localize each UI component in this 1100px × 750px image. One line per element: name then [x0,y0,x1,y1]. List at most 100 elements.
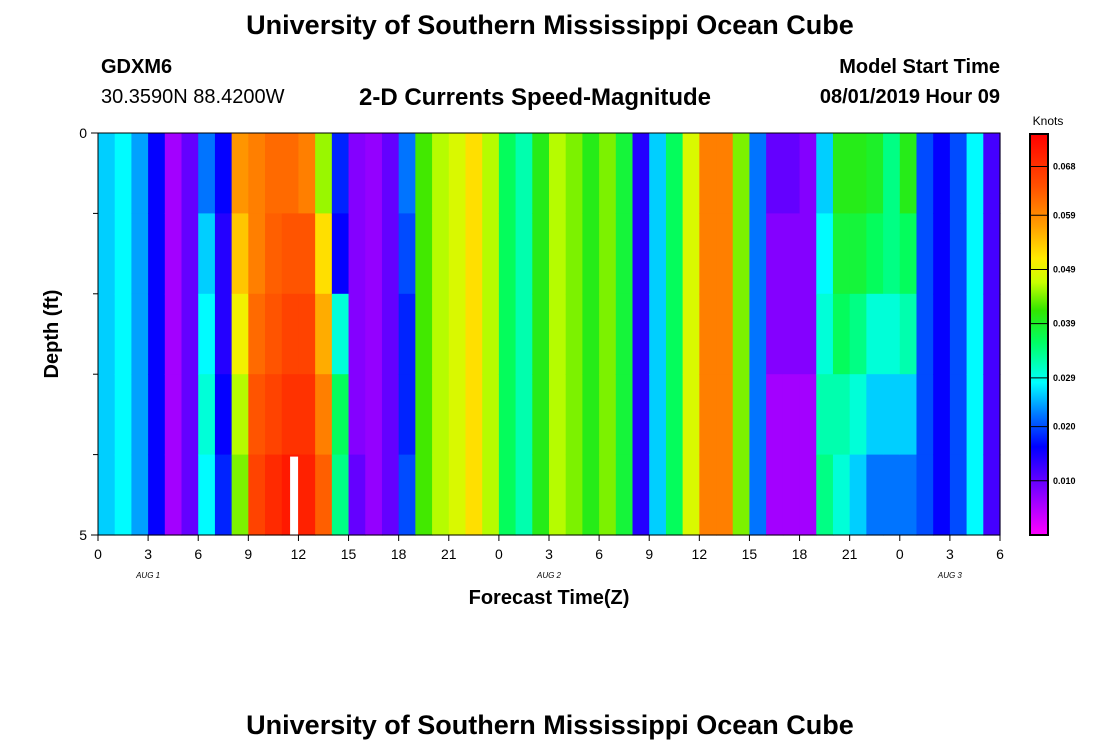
x-tick-label: 3 [545,546,553,562]
heatmap-cell [415,374,433,456]
heatmap-cell [716,293,734,375]
heatmap-cell [398,293,416,375]
y-axis-ticks: 05 [79,125,98,543]
heatmap-cell [949,133,968,214]
heatmap-cell [732,374,751,456]
heatmap-cell [649,133,667,214]
heatmap-cell [532,133,550,214]
heatmap-cell [281,374,300,456]
heatmap-cell [231,374,249,456]
heatmap-cell [515,293,533,375]
heatmap-cell [465,293,483,375]
heatmap-cell [298,454,316,536]
colorbar-tick-label: 0.020 [1053,422,1076,432]
heatmap-cell [866,293,884,375]
heatmap-cell [916,213,934,295]
heatmap-cell [582,293,600,375]
heatmap-cell [98,213,116,295]
heatmap-cell [281,293,300,375]
x-tick-label: 3 [946,546,954,562]
heatmap-cell [899,293,918,375]
heatmap-cell [198,133,216,214]
heatmap-cell [615,454,634,536]
heatmap-cell [198,454,216,536]
heatmap-cell [365,213,383,295]
heatmap-cell [498,133,517,214]
heatmap-cell [782,374,801,456]
heatmap-cell [649,293,667,375]
heatmap-cell [749,374,767,456]
heatmap-cell [164,133,183,214]
heatmap-cell [448,213,467,295]
heatmap-cell [649,454,667,536]
heatmap-cell [214,374,233,456]
x-tick-label: 3 [144,546,152,562]
heatmap-cell [899,374,918,456]
x-tick-label: 15 [742,546,758,562]
heatmap-cell [482,133,500,214]
heatmap-cell [381,293,400,375]
heatmap-cell [214,454,233,536]
x-tick-label: 9 [244,546,252,562]
heatmap-cell [532,454,550,536]
heatmap-cell [181,133,199,214]
x-tick-label: 6 [996,546,1004,562]
x-axis-label: Forecast Time(Z) [469,587,630,609]
heatmap-cell [699,213,717,295]
heatmap-cell [465,213,483,295]
heatmap-cell [682,454,700,536]
heatmap-cell [315,213,333,295]
heatmap-cell [415,454,433,536]
heatmap-cell [415,133,433,214]
model-start-time: 08/01/2019 Hour 09 [819,86,1000,108]
heatmap-cell [248,213,266,295]
heatmap-cell [348,374,366,456]
heatmap-cell [114,374,132,456]
heatmap-cell [498,374,517,456]
heatmap-cell [799,293,817,375]
heatmap-cell [164,293,183,375]
heatmap-cell [381,454,400,536]
heatmap-cell [549,133,567,214]
heatmap-cell [265,133,283,214]
heatmap-cell [949,454,968,536]
heatmap-cell [682,133,700,214]
y-tick-label: 0 [79,125,87,141]
model-start-label: Model Start Time [839,56,1000,78]
heatmap-cell [214,133,233,214]
heatmap-cell [782,293,801,375]
heatmap-cell [398,213,416,295]
x-tick-label: 21 [842,546,858,562]
heatmap-cell [381,133,400,214]
heatmap-cell [782,213,801,295]
heatmap-cell [732,454,751,536]
heatmap-cell [966,374,984,456]
heatmap-cell [582,454,600,536]
heatmap-cell [933,454,951,536]
heatmap-cell [248,454,266,536]
heatmap-cell [682,213,700,295]
heatmap-cell [749,293,767,375]
x-tick-label: 6 [194,546,202,562]
heatmap-cell [966,454,984,536]
heatmap-cell [331,374,350,456]
heatmap-cell [749,133,767,214]
heatmap-cell [181,293,199,375]
heatmap-cell [365,133,383,214]
heatmap-cell [148,293,166,375]
heatmap-cell [732,213,751,295]
x-tick-label: 15 [341,546,357,562]
heatmap-cell [114,213,132,295]
heatmap-cell [983,133,1001,214]
heatmap-cell [448,293,467,375]
x-tick-label: 12 [291,546,307,562]
heatmap-cell [482,374,500,456]
heatmap-cell [966,293,984,375]
station-coordinates: 30.3590N 88.4200W [101,86,285,108]
heatmap-cell [465,374,483,456]
heatmap-cells [98,133,1001,536]
heatmap-cell [148,374,166,456]
heatmap-cell [599,213,617,295]
heatmap-cell [131,293,149,375]
heatmap-cell [832,374,851,456]
